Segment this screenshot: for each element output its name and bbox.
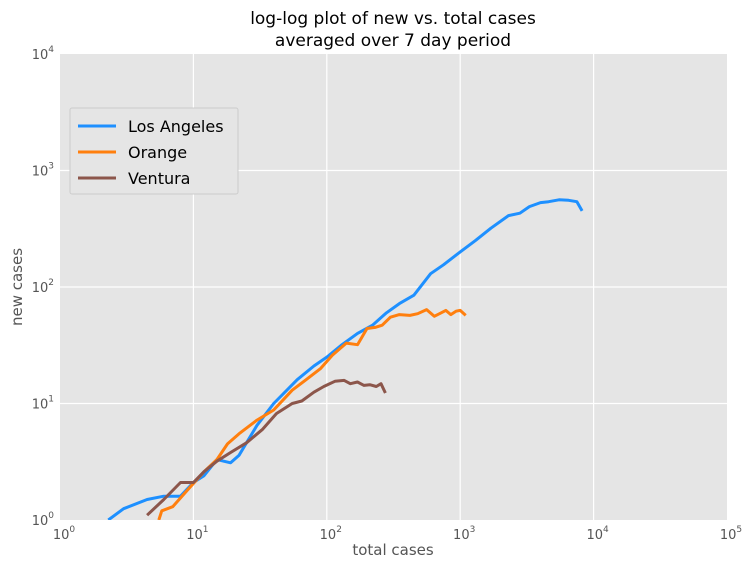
x-tick-label: 104 (586, 525, 609, 543)
legend: Los Angeles Orange Ventura (69, 107, 239, 195)
y-tick-label: 102 (32, 278, 54, 296)
x-tick-label: 100 (53, 525, 76, 543)
y-tick-label: 100 (32, 511, 55, 529)
legend-label-orange: Orange (128, 143, 187, 162)
series-line-ventura (146, 378, 387, 517)
x-tick-label: 103 (453, 525, 475, 543)
x-axis-label: total cases (352, 541, 434, 559)
chart-title-line-2: averaged over 7 day period (275, 31, 511, 51)
legend-label-ventura: Ventura (128, 169, 190, 188)
y-tick-label: 103 (32, 162, 54, 180)
x-tick-label: 101 (186, 525, 208, 543)
y-axis-label: new cases (8, 248, 26, 326)
legend-label-los-angeles: Los Angeles (128, 117, 224, 136)
y-tick-label: 101 (32, 395, 54, 413)
x-tick-label: 105 (720, 525, 742, 543)
tick-labels: 100 101 102 103 104 105 100 101 102 103 104 (32, 45, 742, 543)
y-tick-label: 104 (32, 45, 55, 63)
series-layer (107, 198, 584, 520)
x-tick-label: 102 (320, 525, 342, 543)
series-line-los-angeles (107, 198, 584, 520)
legend-box (69, 107, 239, 195)
chart-title-line-1: log-log plot of new vs. total cases (250, 9, 536, 29)
